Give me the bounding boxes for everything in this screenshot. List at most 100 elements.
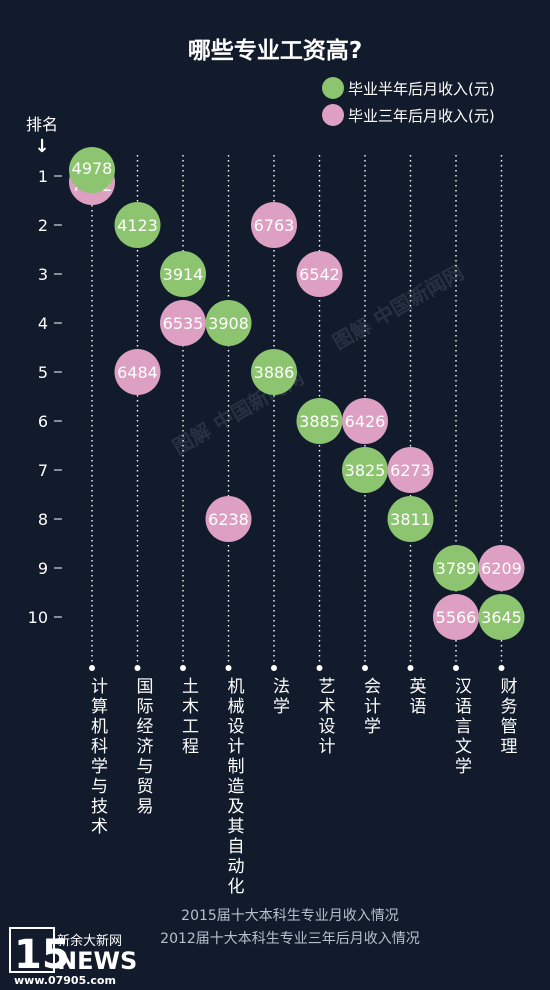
- rank-arrow-icon: ↓: [34, 136, 49, 157]
- logo-text: 新余大新网: [57, 933, 122, 949]
- income-circle: [387, 496, 434, 542]
- income-value-label: 3645: [481, 608, 522, 627]
- legend-swatch: [322, 77, 344, 99]
- income-circle: [205, 300, 252, 346]
- rank-tick-label: 10: [28, 608, 48, 627]
- income-circle: [296, 398, 343, 444]
- rank-tick-label: 2: [38, 216, 48, 235]
- income-value-label: 3825: [345, 461, 386, 480]
- category-label: 国际经济与贸易: [137, 677, 154, 817]
- income-value-label: 6273: [390, 461, 431, 480]
- rank-tick-label: 1: [38, 167, 48, 186]
- chart-title: 哪些专业工资高?: [188, 37, 362, 64]
- income-circle: [160, 300, 206, 346]
- three-year-income-point: 5566: [433, 594, 479, 640]
- source-notes: 2015届十大本科生专业月收入情况 2012届十大本科生专业三年后月收入情况: [160, 908, 420, 947]
- category-label: 机械设计制造及其自动化: [228, 677, 245, 897]
- income-value-label: 6426: [345, 412, 386, 431]
- rank-axis: 1 2 3 4 5 6 7 8 9 10: [28, 167, 62, 627]
- income-circle: [433, 594, 479, 640]
- category-axis: 计算机科学与技术 国际经济与贸易 土木工程 机械设计制造及其自动化 法学 艺术设计 会计学 英…: [91, 677, 518, 897]
- half-year-income-point: 3908: [205, 300, 252, 346]
- category-label: 财务管理: [501, 677, 518, 757]
- three-year-income-point: 6535: [160, 300, 206, 346]
- half-year-income-point: 3885: [296, 398, 343, 444]
- income-circle: [205, 496, 252, 542]
- income-value-label: 3789: [436, 559, 477, 578]
- column-end-dot: [180, 665, 186, 671]
- half-year-income-point: 3886: [251, 349, 297, 395]
- three-year-income-point: 6542: [296, 251, 343, 297]
- rank-axis-label: 排名: [26, 115, 58, 134]
- income-circle: [114, 349, 161, 395]
- legend-label: 毕业半年后月收入(元): [348, 80, 495, 98]
- income-circle: [433, 545, 479, 591]
- logo-mark: NEWS: [57, 947, 137, 975]
- income-circle: [478, 545, 525, 591]
- category-label: 计算机科学与技术: [91, 677, 108, 837]
- income-circle: [160, 251, 206, 297]
- source-note: 2015届十大本科生专业月收入情况: [181, 908, 399, 924]
- legend-swatch: [322, 104, 344, 126]
- three-year-income-point: 6763: [251, 202, 297, 248]
- column-end-dot: [134, 665, 141, 671]
- rank-tick-label: 8: [38, 510, 48, 529]
- three-year-income-point: 6238: [205, 496, 252, 542]
- income-value-label: 6763: [254, 216, 295, 235]
- data-marks: 7932648465356238676365426426627355666209…: [69, 147, 525, 640]
- income-value-label: 3885: [299, 412, 340, 431]
- rank-tick-label: 7: [38, 461, 48, 480]
- income-value-label: 5566: [436, 608, 477, 627]
- half-year-income-point: 4978: [69, 147, 115, 193]
- three-year-income-point: 6273: [387, 447, 434, 493]
- category-label: 艺术设计: [319, 677, 336, 757]
- half-year-income-point: 3914: [160, 251, 206, 297]
- income-circle: [387, 447, 434, 493]
- three-year-income-point: 6209: [478, 545, 525, 591]
- legend: 毕业半年后月收入(元) 毕业三年后月收入(元): [322, 77, 495, 126]
- column-end-dot: [453, 665, 459, 671]
- column-end-dot: [362, 665, 368, 671]
- half-year-income-point: 3645: [478, 594, 525, 640]
- income-value-label: 6209: [481, 559, 522, 578]
- rank-tick-label: 6: [38, 412, 48, 431]
- column-end-dot: [407, 665, 414, 671]
- rank-tick-label: 9: [38, 559, 48, 578]
- income-value-label: 6238: [208, 510, 249, 529]
- income-circle: [478, 594, 525, 640]
- column-end-dot: [225, 665, 232, 671]
- column-end-dot: [498, 665, 505, 671]
- site-logo: 15 新余大新网 NEWS www.07905.com: [9, 927, 137, 987]
- income-value-label: 4123: [117, 216, 158, 235]
- source-note: 2012届十大本科生专业三年后月收入情况: [160, 931, 420, 947]
- category-label: 法学: [273, 677, 290, 717]
- income-circle: [342, 447, 388, 493]
- income-circle: [342, 398, 388, 444]
- income-value-label: 6484: [117, 363, 158, 382]
- column-end-dot: [89, 665, 95, 671]
- income-value-label: 3811: [390, 510, 431, 529]
- income-circle: [114, 202, 161, 248]
- income-value-label: 3908: [208, 314, 249, 333]
- watermark-text: 图解 中国新闻网: [329, 260, 468, 354]
- logo-badge: [9, 927, 55, 973]
- three-year-income-point: 6484: [114, 349, 161, 395]
- category-label: 土木工程: [182, 677, 199, 757]
- income-value-label: 3914: [163, 265, 204, 284]
- half-year-income-point: 3789: [433, 545, 479, 591]
- category-label: 英语: [410, 677, 427, 717]
- logo-badge-number: 15: [14, 932, 70, 978]
- income-value-label: 6535: [163, 314, 204, 333]
- income-value-label: 6542: [299, 265, 340, 284]
- legend-label: 毕业三年后月收入(元): [348, 107, 495, 125]
- column-end-dot: [316, 665, 323, 671]
- income-circle: [251, 349, 297, 395]
- category-label: 汉语言文学: [455, 677, 472, 777]
- rank-tick-label: 5: [38, 363, 48, 382]
- rank-tick-label: 3: [38, 265, 48, 284]
- column-end-dot: [271, 665, 277, 671]
- income-circle: [69, 147, 115, 193]
- income-circle: [251, 202, 297, 248]
- half-year-income-point: 3825: [342, 447, 388, 493]
